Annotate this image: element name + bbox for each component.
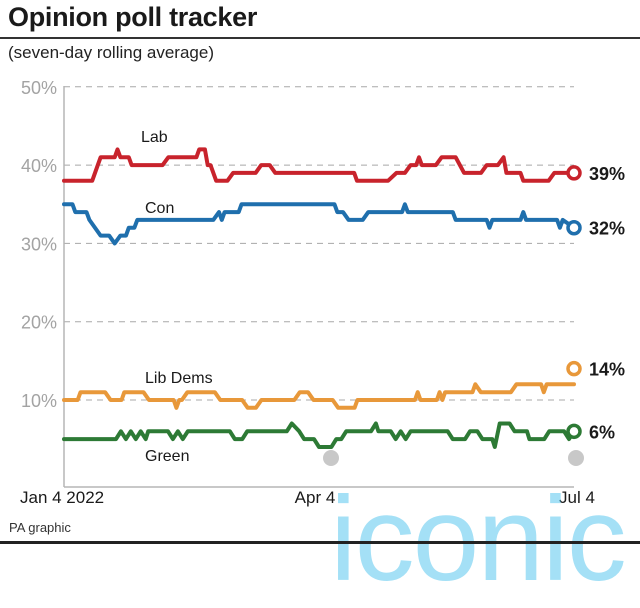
x-tick-marker [568, 450, 584, 466]
x-tick-label: Jan 4 2022 [20, 488, 104, 507]
y-tick-label: 40% [21, 156, 57, 176]
line-chart: 10% 20% 30% 40% 50% Jan 4 2022 Apr 4 Jul 4 39% La… [20, 78, 625, 507]
end-marker-lab [566, 165, 582, 181]
series-line-lab [62, 147, 576, 183]
y-tick-label: 20% [21, 313, 57, 333]
series-label: Con [145, 200, 174, 217]
series-label: Lab [141, 129, 168, 146]
end-marker-lib-dems [566, 360, 582, 377]
y-tick-label: 10% [21, 391, 57, 411]
series-line-green [62, 421, 576, 449]
end-marker-green [566, 423, 582, 440]
y-tick-label: 50% [21, 78, 57, 98]
chart-subtitle: (seven-day rolling average) [8, 43, 214, 62]
y-tick-label: 30% [21, 234, 57, 254]
end-value-label: 14% [589, 360, 625, 380]
credit-text: PA graphic [9, 520, 71, 535]
x-tick-marker [323, 450, 339, 466]
chart-title: Opinion poll tracker [8, 2, 258, 32]
end-value-label: 6% [589, 422, 615, 442]
series-label: Green [145, 448, 189, 465]
title-divider [0, 37, 640, 39]
series-label: Lib Dems [145, 370, 213, 387]
end-value-label: 32% [589, 219, 625, 239]
end-value-label: 39% [589, 164, 625, 184]
footer-divider [0, 541, 640, 544]
series-line-con [62, 202, 576, 246]
x-tick-label: Apr 4 [295, 488, 336, 507]
x-tick-label: Jul 4 [559, 488, 595, 507]
series-line-lib-dems [62, 382, 576, 410]
end-marker-con [566, 219, 582, 236]
